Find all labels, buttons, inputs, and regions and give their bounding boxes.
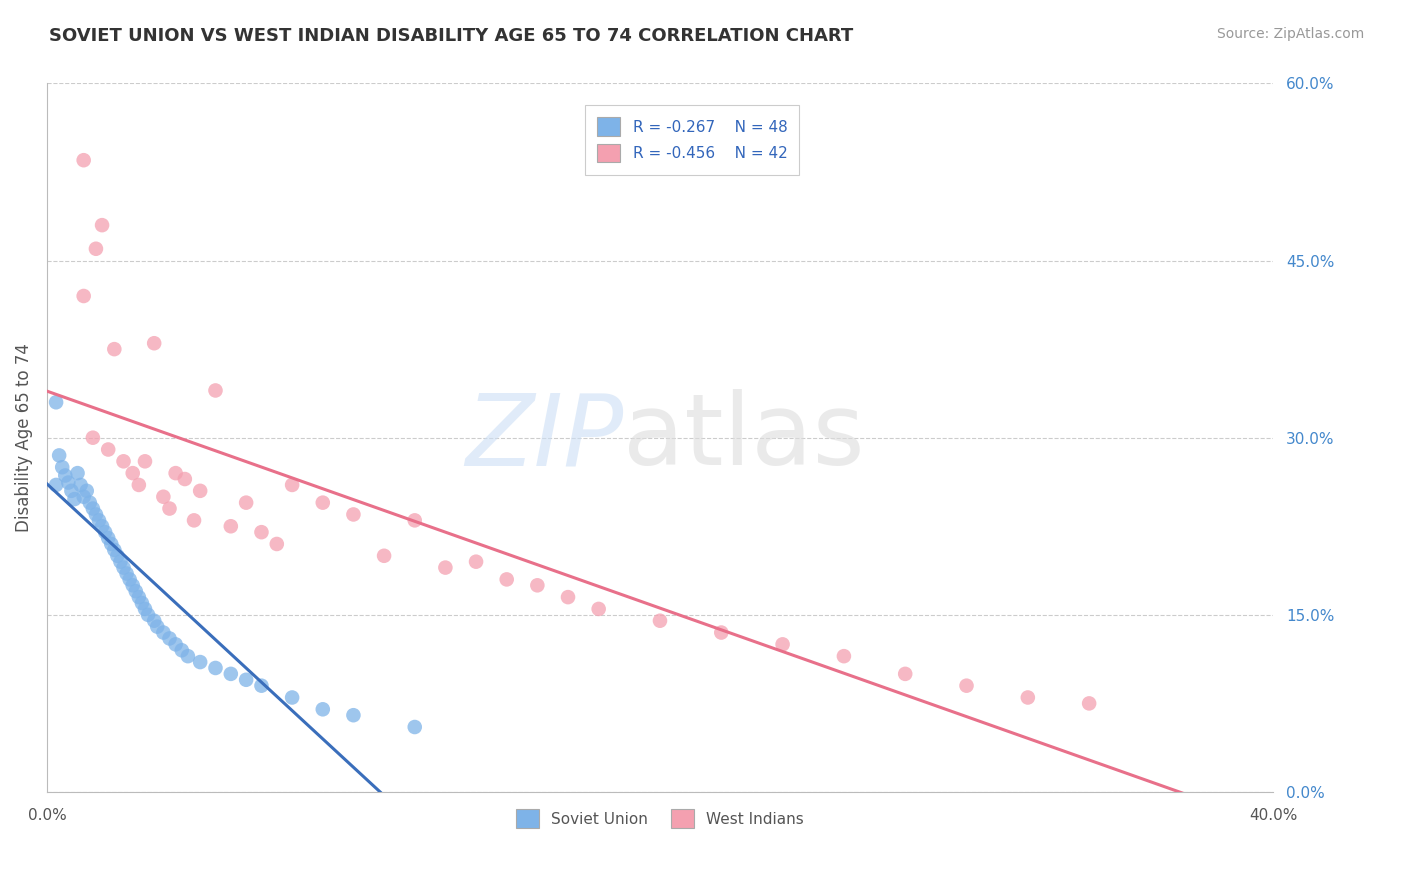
Point <box>772 637 794 651</box>
Point <box>73 153 96 168</box>
Point <box>131 596 153 610</box>
Point <box>112 454 135 468</box>
Point <box>159 632 181 646</box>
Point <box>45 395 67 409</box>
Point <box>342 708 364 723</box>
Point <box>404 720 426 734</box>
Point <box>434 560 457 574</box>
Point <box>173 472 195 486</box>
Point <box>84 242 107 256</box>
Point <box>134 602 156 616</box>
Point <box>342 508 364 522</box>
Point <box>312 702 335 716</box>
Point <box>526 578 548 592</box>
Point <box>204 384 226 398</box>
Point <box>710 625 733 640</box>
Point <box>404 513 426 527</box>
Point <box>495 573 517 587</box>
Point <box>165 466 187 480</box>
Point <box>58 475 80 490</box>
Point <box>63 492 86 507</box>
Point <box>91 218 114 232</box>
Point <box>219 666 242 681</box>
Text: Source: ZipAtlas.com: Source: ZipAtlas.com <box>1216 27 1364 41</box>
Legend: Soviet Union, West Indians: Soviet Union, West Indians <box>510 803 810 834</box>
Point <box>177 649 200 664</box>
Point <box>281 478 304 492</box>
Point <box>103 342 125 356</box>
Point <box>1017 690 1039 705</box>
Point <box>121 578 143 592</box>
Point <box>188 483 211 498</box>
Text: ZIP: ZIP <box>465 389 623 486</box>
Point <box>84 508 107 522</box>
Point <box>557 590 579 604</box>
Point <box>125 584 148 599</box>
Point <box>82 431 104 445</box>
Point <box>110 555 132 569</box>
Point <box>91 519 114 533</box>
Point <box>134 454 156 468</box>
Point <box>832 649 855 664</box>
Point <box>69 478 91 492</box>
Point <box>204 661 226 675</box>
Point <box>105 549 128 563</box>
Text: SOVIET UNION VS WEST INDIAN DISABILITY AGE 65 TO 74 CORRELATION CHART: SOVIET UNION VS WEST INDIAN DISABILITY A… <box>49 27 853 45</box>
Point <box>159 501 181 516</box>
Point <box>266 537 288 551</box>
Point <box>60 483 83 498</box>
Point <box>250 525 273 540</box>
Point <box>112 560 135 574</box>
Point <box>76 483 98 498</box>
Point <box>100 537 122 551</box>
Point <box>588 602 610 616</box>
Point <box>465 555 488 569</box>
Point <box>146 620 169 634</box>
Point <box>183 513 205 527</box>
Point <box>235 673 257 687</box>
Point <box>165 637 187 651</box>
Point <box>143 336 166 351</box>
Point <box>373 549 395 563</box>
Point <box>97 442 120 457</box>
Point <box>894 666 917 681</box>
Point <box>281 690 304 705</box>
Point <box>312 496 335 510</box>
Point <box>121 466 143 480</box>
Point <box>143 614 166 628</box>
Point <box>152 625 174 640</box>
Point <box>53 468 76 483</box>
Point <box>73 289 96 303</box>
Point <box>87 513 110 527</box>
Point <box>48 449 70 463</box>
Point <box>115 566 138 581</box>
Point <box>128 590 150 604</box>
Point <box>66 466 89 480</box>
Point <box>79 496 101 510</box>
Point <box>955 679 977 693</box>
Point <box>648 614 671 628</box>
Point <box>170 643 193 657</box>
Text: atlas: atlas <box>623 389 865 486</box>
Point <box>82 501 104 516</box>
Point <box>73 490 96 504</box>
Point <box>219 519 242 533</box>
Point <box>188 655 211 669</box>
Point <box>94 525 117 540</box>
Point <box>97 531 120 545</box>
Point <box>1078 697 1101 711</box>
Point <box>250 679 273 693</box>
Point <box>136 607 159 622</box>
Point <box>152 490 174 504</box>
Point <box>235 496 257 510</box>
Point <box>51 460 73 475</box>
Y-axis label: Disability Age 65 to 74: Disability Age 65 to 74 <box>15 343 32 533</box>
Point <box>118 573 141 587</box>
Point <box>128 478 150 492</box>
Point <box>103 542 125 557</box>
Point <box>45 478 67 492</box>
